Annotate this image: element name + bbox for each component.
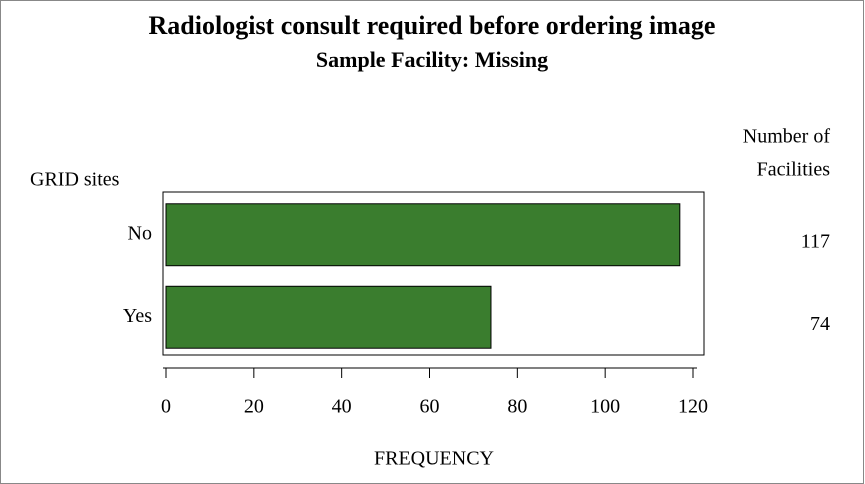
x-tick-label: 20 — [244, 396, 264, 418]
x-tick-label: 120 — [678, 396, 708, 418]
x-tick-label: 40 — [332, 396, 352, 418]
y-tick-label: No — [128, 222, 152, 244]
chart-title: Radiologist consult required before orde… — [149, 11, 716, 40]
y-axis-label: GRID sites — [30, 169, 120, 191]
x-tick-label: 0 — [161, 396, 171, 418]
stat-label: Number of — [743, 126, 831, 148]
value-label: 74 — [810, 313, 830, 335]
chart-subtitle: Sample Facility: Missing — [316, 47, 548, 72]
bar — [165, 203, 681, 267]
x-tick-label: 60 — [420, 396, 440, 418]
y-tick-label: Yes — [123, 305, 152, 327]
stat-label: Facilities — [757, 159, 831, 181]
value-label: 117 — [801, 230, 830, 252]
bar — [165, 285, 492, 349]
x-axis-label: FREQUENCY — [374, 448, 494, 470]
plot-frame — [162, 191, 705, 356]
x-tick-label: 80 — [507, 396, 527, 418]
x-tick-label: 100 — [590, 396, 620, 418]
